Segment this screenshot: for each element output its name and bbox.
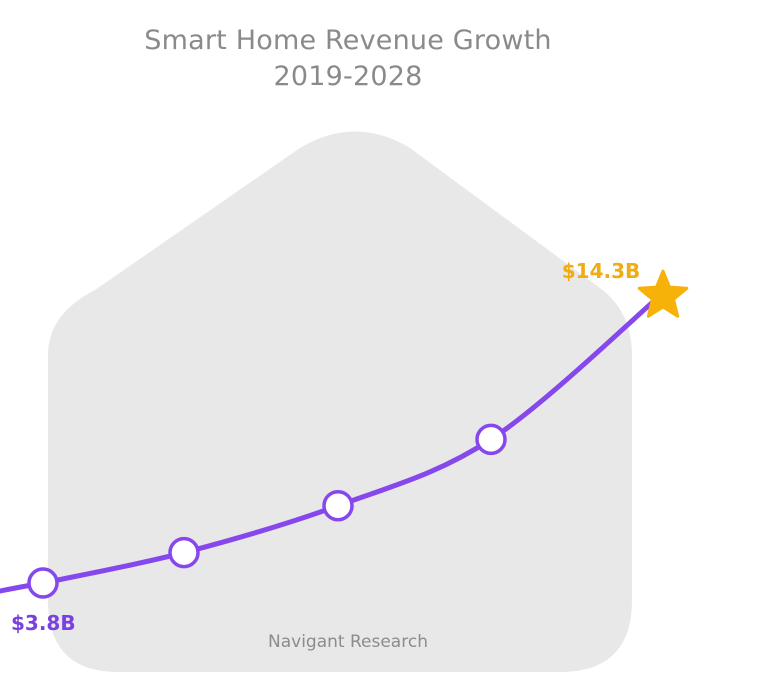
house-background-shape: [48, 131, 632, 672]
data-point-1: [27, 567, 59, 599]
data-point-4: [475, 423, 507, 456]
chart-subtitle: 2019-2028: [274, 61, 423, 92]
end-value-label: $14.3B: [562, 259, 641, 283]
start-value-label: $3.8B: [11, 611, 76, 635]
source-label: Navigant Research: [268, 632, 428, 652]
data-point-2: [168, 536, 200, 569]
data-points: [27, 423, 507, 599]
chart-title: Smart Home Revenue Growth: [144, 25, 551, 56]
data-point-3: [322, 489, 354, 522]
star-icon: [637, 269, 689, 318]
